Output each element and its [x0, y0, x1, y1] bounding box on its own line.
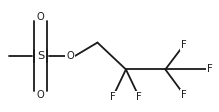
Text: O: O — [66, 51, 74, 61]
Text: O: O — [37, 12, 44, 22]
Text: F: F — [110, 92, 116, 102]
Text: F: F — [181, 90, 187, 100]
Text: O: O — [37, 90, 44, 100]
Text: F: F — [207, 64, 213, 74]
Text: F: F — [181, 40, 187, 50]
Text: F: F — [136, 92, 142, 102]
Text: S: S — [37, 51, 44, 61]
